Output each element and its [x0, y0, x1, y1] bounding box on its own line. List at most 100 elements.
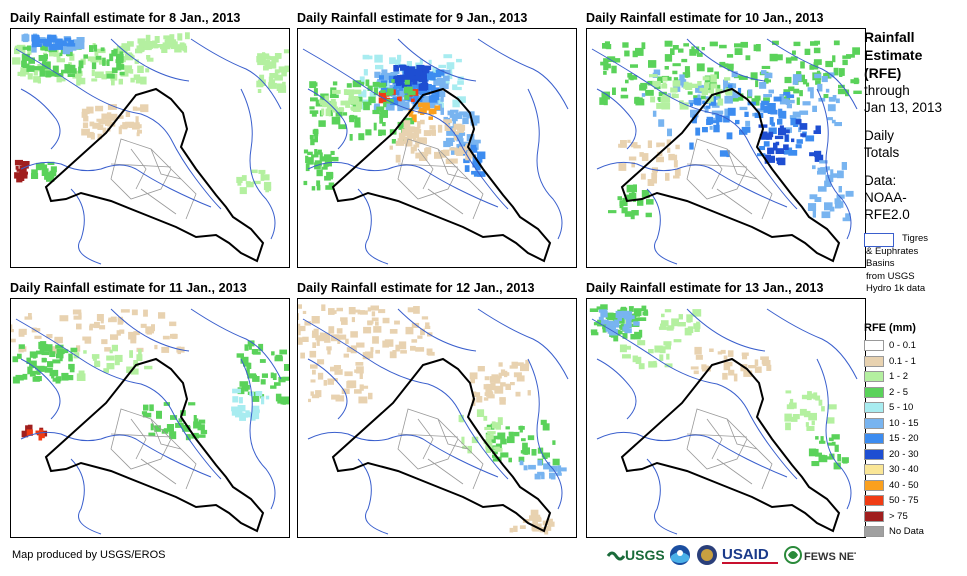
admin-boundary [427, 188, 464, 215]
rainfall-pixel [825, 456, 832, 460]
rainfall-pixel [679, 74, 685, 83]
rainfall-pixel [620, 306, 626, 314]
legend-label: > 75 [889, 510, 908, 522]
rainfall-pixel [380, 110, 388, 118]
rainfall-pixel [69, 68, 77, 74]
basin-outline [596, 431, 788, 478]
side-date: Jan 13, 2013 [864, 100, 943, 115]
rainfall-pixel [383, 101, 387, 108]
rainfall-pixel [92, 122, 101, 129]
rainfall-pixel [547, 521, 555, 527]
rainfall-pixel [116, 62, 122, 71]
rainfall-pixel [760, 356, 769, 360]
rainfall-pixel [665, 343, 671, 350]
rainfall-pixel [394, 320, 400, 325]
rainfall-pixel [120, 309, 130, 313]
rainfall-pixel [640, 84, 646, 91]
legend-swatch [864, 433, 884, 444]
rainfall-pixel [445, 137, 455, 142]
side-title-line: (RFE) [864, 65, 902, 81]
rainfall-pixel [651, 177, 657, 184]
rainfall-pixel [375, 104, 380, 108]
rainfall-pixel [495, 422, 501, 430]
basin-outline [190, 308, 282, 380]
rainfall-pixel [148, 432, 156, 437]
rainfall-pixel [161, 45, 168, 53]
rainfall-pixel [406, 66, 416, 74]
rainfall-pixel [379, 75, 384, 80]
basin-outline [816, 88, 852, 240]
legend-swatch [864, 371, 884, 382]
rainfall-pixel [678, 314, 683, 320]
rainfall-pixel [633, 144, 641, 149]
legend-label: 0.1 - 1 [889, 355, 916, 367]
rainfall-pixel [89, 325, 93, 331]
rainfall-pixel [314, 162, 321, 170]
rainfall-pixel [498, 362, 503, 367]
rainfall-pixel [36, 365, 45, 372]
rainfall-map-9-jan [297, 28, 577, 268]
rainfall-pixel [237, 405, 246, 412]
rainfall-pixel [813, 130, 821, 134]
rainfall-pixel [56, 54, 61, 59]
rainfall-pixel [619, 201, 628, 206]
rainfall-pixel [767, 147, 775, 155]
rainfall-pixel [81, 108, 90, 115]
rainfall-pixel [341, 320, 348, 325]
rainfall-pixel [277, 397, 283, 404]
rainfall-pixel [359, 103, 366, 110]
admin-boundary [130, 418, 147, 460]
rainfall-pixel [499, 398, 506, 405]
rainfall-pixel [732, 96, 739, 102]
rainfall-pixel [716, 118, 720, 126]
rainfall-pixel [307, 151, 313, 155]
rainfall-pixel [406, 61, 412, 69]
rainfall-pixel [709, 95, 714, 102]
rainfall-pixel [368, 392, 373, 400]
legend-label: No Data [889, 526, 924, 537]
rainfall-pixel [359, 76, 365, 84]
rainfall-pixel [108, 317, 113, 322]
rainfall-pixel [467, 445, 472, 454]
rainfall-pixel [790, 56, 798, 61]
rainfall-pixel [64, 37, 72, 42]
rainfall-pixel [266, 56, 276, 60]
rainfall-pixel [803, 410, 811, 418]
rainfall-pixel [404, 71, 411, 79]
rainfall-pixel [170, 41, 178, 50]
rainfall-pixel [800, 61, 805, 69]
legend-swatch [864, 340, 884, 351]
rainfall-pixel [431, 129, 436, 136]
admin-boundary [140, 458, 177, 485]
rainfall-pixel [508, 431, 514, 436]
rainfall-pixel [489, 376, 495, 383]
rainfall-pixel [197, 434, 206, 438]
rainfall-pixel [590, 329, 598, 333]
rainfall-pixel [522, 442, 528, 451]
rainfall-pixel [393, 85, 402, 89]
rainfall-pixel [457, 96, 466, 103]
basin-outline [477, 308, 569, 380]
rainfall-pixel [260, 173, 265, 181]
rainfall-pixel [91, 62, 97, 70]
rainfall-pixel [166, 424, 174, 432]
rainfall-pixel [726, 63, 734, 69]
rainfall-pixel [783, 150, 791, 155]
rainfall-pixel [378, 129, 386, 136]
panel-title: Daily Rainfall estimate for 11 Jan., 201… [10, 281, 247, 295]
rainfall-pixel [828, 404, 837, 410]
rainfall-pixel [447, 110, 451, 116]
rainfall-pixel [495, 447, 503, 452]
basin-outline [15, 48, 222, 210]
rainfall-pixel [305, 163, 310, 172]
rainfall-pixel [454, 148, 463, 155]
rainfall-pixel [254, 412, 260, 420]
rainfall-pixel [22, 46, 30, 50]
rainfall-pixel [32, 354, 37, 359]
rainfall-pixel [415, 152, 420, 159]
rainfall-pixel [314, 136, 318, 143]
rainfall-pixel [247, 340, 255, 347]
basin-outline [686, 308, 766, 352]
rainfall-pixel [475, 165, 481, 171]
rainfall-pixel [241, 385, 250, 390]
